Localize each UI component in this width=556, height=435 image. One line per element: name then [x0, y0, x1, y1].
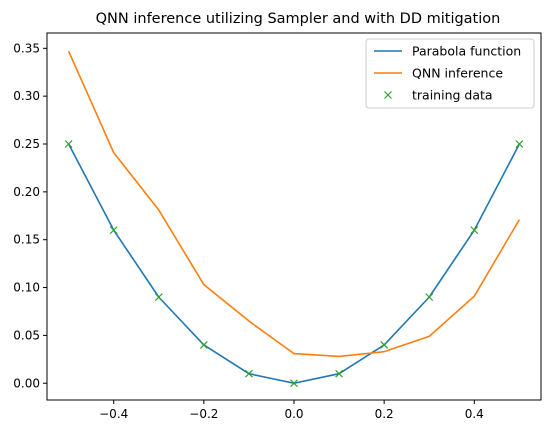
- legend: Parabola function QNN inference training d…: [365, 38, 535, 109]
- data-point-marker: [64, 140, 73, 148]
- plot-area: [46, 32, 542, 401]
- x-tick-label: 0.4: [465, 407, 484, 421]
- y-tick-label: 0.25: [13, 137, 40, 151]
- data-point-marker: [470, 226, 479, 235]
- x-axis: −0.4 −0.2 0.0 0.2 0.4: [99, 400, 484, 421]
- legend-swatch: [384, 91, 392, 99]
- data-point-marker: [290, 379, 298, 388]
- y-tick-label: 0.05: [13, 328, 40, 342]
- legend-box: [365, 38, 535, 109]
- data-point-marker: [154, 293, 163, 302]
- legend-label: training data: [412, 88, 493, 103]
- data-point-marker: [425, 293, 434, 302]
- series-line-0: [67, 143, 521, 385]
- x-tick-label: −0.4: [99, 407, 128, 421]
- chart-title: QNN inference utilizing Sampler and with…: [96, 11, 501, 27]
- series-line-1: [67, 50, 521, 358]
- y-axis: 0.00 0.05 0.10 0.15 0.20 0.25 0.30 0.35: [13, 41, 47, 390]
- data-point-marker: [109, 226, 118, 235]
- x-tick-label: −0.2: [189, 407, 218, 421]
- data-point-marker: [199, 341, 208, 349]
- y-tick-label: 0.35: [13, 41, 40, 55]
- y-tick-label: 0.20: [13, 185, 40, 199]
- y-tick-label: 0.00: [13, 376, 40, 390]
- data-point-marker: [245, 369, 253, 378]
- legend-label: QNN inference: [412, 66, 503, 81]
- y-tick-label: 0.10: [13, 281, 40, 295]
- data-point-marker: [380, 341, 389, 349]
- data-point-marker: [335, 369, 343, 378]
- y-tick-label: 0.30: [13, 89, 40, 103]
- x-tick-label: 0.0: [284, 407, 303, 421]
- x-tick-label: 0.2: [375, 407, 394, 421]
- data-point-marker: [515, 140, 524, 148]
- y-tick-label: 0.15: [13, 233, 40, 247]
- legend-label: Parabola function: [412, 44, 521, 59]
